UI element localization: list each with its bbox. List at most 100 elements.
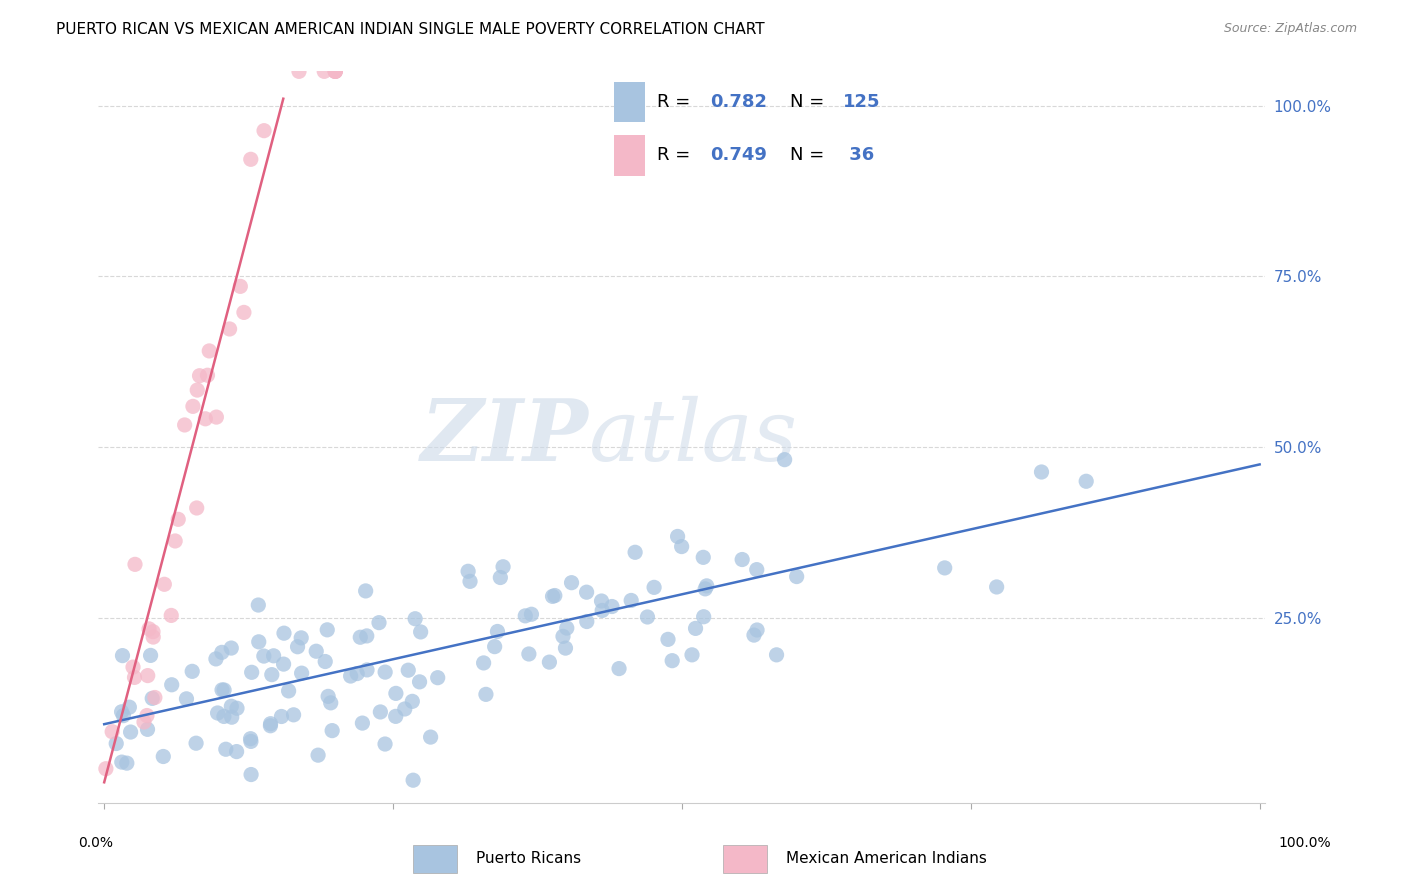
Point bbox=[259, 719, 281, 733]
Point bbox=[186, 383, 208, 397]
FancyBboxPatch shape bbox=[614, 82, 645, 122]
Point bbox=[101, 724, 124, 739]
Point bbox=[124, 558, 146, 572]
Point bbox=[620, 593, 643, 607]
Point bbox=[305, 644, 328, 658]
Point bbox=[205, 652, 228, 666]
Point bbox=[124, 670, 146, 684]
Point bbox=[555, 621, 578, 635]
Point bbox=[253, 123, 276, 137]
FancyBboxPatch shape bbox=[413, 845, 457, 873]
Point bbox=[260, 667, 283, 681]
Point bbox=[111, 755, 134, 769]
Point bbox=[520, 607, 543, 622]
Point bbox=[283, 707, 305, 722]
Point bbox=[143, 690, 166, 705]
Point bbox=[323, 64, 346, 78]
Point bbox=[205, 410, 228, 425]
Point bbox=[219, 641, 242, 656]
Point bbox=[290, 631, 312, 645]
Point bbox=[685, 621, 707, 635]
Point bbox=[291, 666, 314, 681]
Point bbox=[607, 662, 630, 676]
Point bbox=[211, 682, 233, 697]
Point bbox=[221, 710, 243, 724]
Text: Mexican American Indians: Mexican American Indians bbox=[786, 851, 987, 866]
Point bbox=[194, 411, 217, 425]
Point bbox=[160, 608, 183, 623]
Point bbox=[374, 737, 396, 751]
Point bbox=[591, 594, 613, 608]
Point bbox=[94, 762, 117, 776]
Point bbox=[745, 623, 768, 637]
Point bbox=[368, 615, 391, 630]
Point bbox=[346, 666, 368, 681]
Point bbox=[218, 322, 240, 336]
Point bbox=[307, 748, 329, 763]
Point bbox=[666, 529, 689, 543]
Text: 0.0%: 0.0% bbox=[79, 836, 112, 850]
Point bbox=[695, 582, 717, 596]
Text: 0.782: 0.782 bbox=[710, 93, 766, 112]
Point bbox=[541, 590, 564, 604]
Text: atlas: atlas bbox=[589, 396, 797, 478]
Point bbox=[136, 708, 159, 723]
Point bbox=[458, 574, 481, 589]
Point bbox=[229, 279, 252, 293]
Point bbox=[181, 665, 204, 679]
Point bbox=[232, 305, 254, 319]
Point bbox=[184, 736, 207, 750]
Point bbox=[316, 690, 339, 704]
Point bbox=[207, 706, 229, 720]
Point bbox=[314, 64, 336, 78]
Point bbox=[247, 598, 270, 612]
Point bbox=[409, 624, 432, 639]
Point bbox=[986, 580, 1008, 594]
Point bbox=[288, 64, 311, 78]
Text: N =: N = bbox=[790, 146, 830, 164]
Point bbox=[742, 628, 765, 642]
Point bbox=[160, 678, 183, 692]
Point bbox=[773, 452, 796, 467]
Point bbox=[692, 550, 714, 565]
Point bbox=[287, 640, 309, 654]
Point bbox=[575, 615, 598, 629]
Point bbox=[211, 645, 233, 659]
Point bbox=[551, 629, 574, 643]
FancyBboxPatch shape bbox=[614, 135, 645, 176]
Point bbox=[600, 599, 623, 614]
Point bbox=[115, 756, 138, 771]
Point bbox=[198, 343, 221, 358]
Point bbox=[188, 368, 211, 383]
Point bbox=[314, 655, 336, 669]
Point bbox=[122, 660, 145, 674]
Point bbox=[138, 622, 160, 636]
Point bbox=[152, 749, 174, 764]
Point bbox=[247, 635, 270, 649]
Point bbox=[384, 709, 406, 723]
Point bbox=[370, 705, 392, 719]
Point bbox=[181, 400, 204, 414]
Point bbox=[321, 723, 343, 738]
Point bbox=[139, 648, 162, 663]
Point bbox=[118, 700, 141, 714]
Point bbox=[221, 699, 243, 714]
Point bbox=[212, 683, 235, 698]
Point bbox=[111, 648, 134, 663]
Text: N =: N = bbox=[790, 93, 830, 112]
Point bbox=[624, 545, 647, 559]
Point bbox=[404, 612, 426, 626]
Point bbox=[273, 657, 295, 672]
Point bbox=[349, 630, 371, 644]
Point bbox=[692, 609, 714, 624]
Point bbox=[671, 540, 693, 554]
Point bbox=[273, 626, 295, 640]
Point bbox=[402, 773, 425, 788]
Point bbox=[136, 668, 159, 682]
Point bbox=[472, 656, 495, 670]
Text: Puerto Ricans: Puerto Ricans bbox=[475, 851, 581, 866]
Point bbox=[136, 723, 159, 737]
Point bbox=[323, 64, 346, 78]
Point bbox=[167, 512, 190, 526]
Point bbox=[374, 665, 396, 679]
